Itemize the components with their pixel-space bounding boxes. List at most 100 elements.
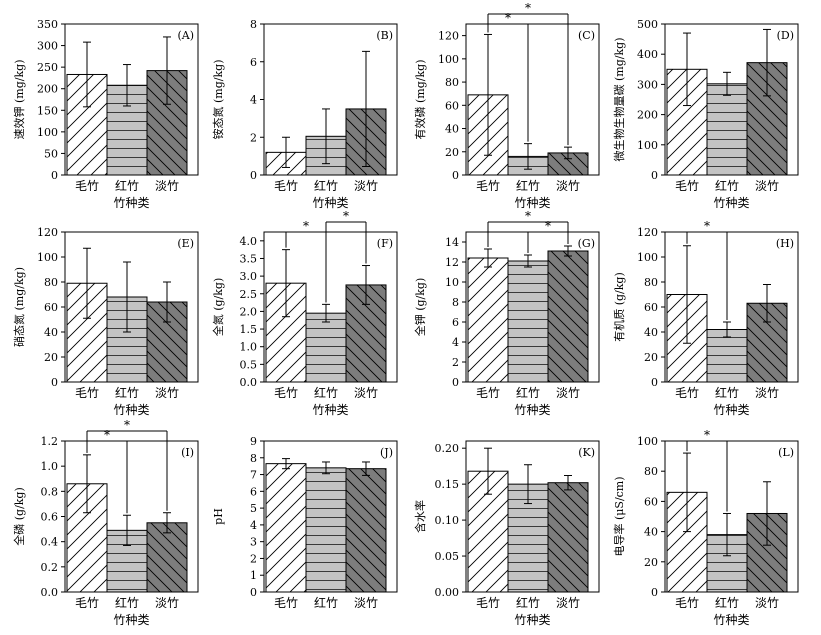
panel-label: (H) xyxy=(776,237,794,250)
category-label: 淡竹 xyxy=(556,386,580,400)
category-label: 毛竹 xyxy=(675,596,699,610)
category-label: 红竹 xyxy=(516,178,540,193)
category-label: 毛竹 xyxy=(274,386,298,400)
category-label: 淡竹 xyxy=(155,179,179,193)
category-label: 红竹 xyxy=(715,595,739,610)
y-tick-label: 0 xyxy=(651,586,658,599)
y-tick-label: 0.8 xyxy=(41,485,59,498)
x-axis-label: 竹种类 xyxy=(113,196,149,210)
y-tick-label: 3.5 xyxy=(240,252,258,265)
significance-label: * xyxy=(525,1,531,15)
y-tick-label: 80 xyxy=(644,465,658,478)
y-axis-label: 微生物生物量碳 (mg/kg) xyxy=(612,38,626,162)
panel-label: (D) xyxy=(777,29,794,42)
y-tick-label: 10 xyxy=(445,276,459,289)
panel-label: (J) xyxy=(380,446,393,459)
y-tick-label: 9 xyxy=(250,435,257,448)
category-label: 红竹 xyxy=(314,595,338,610)
panel-label: (F) xyxy=(377,237,393,250)
category-label: 淡竹 xyxy=(755,596,779,610)
y-tick-label: 0 xyxy=(452,376,459,389)
y-axis-label: 有机质 (g/kg) xyxy=(612,272,626,342)
category-label: 淡竹 xyxy=(155,386,179,400)
x-axis-label: 竹种类 xyxy=(312,196,348,210)
category-label: 毛竹 xyxy=(75,596,99,610)
significance-label: * xyxy=(704,219,710,233)
category-label: 淡竹 xyxy=(556,179,580,193)
y-tick-label: 0.20 xyxy=(435,442,460,455)
y-tick-label: 4 xyxy=(250,519,257,532)
y-tick-label: 0.05 xyxy=(435,550,460,563)
bar-毛竹 xyxy=(467,257,509,383)
y-tick-label: 0.0 xyxy=(240,376,258,389)
plot-frame xyxy=(664,440,799,593)
significance-label: * xyxy=(704,428,710,442)
x-axis-label: 竹种类 xyxy=(514,403,550,417)
y-tick-label: 250 xyxy=(37,61,58,74)
y-tick-label: 0.10 xyxy=(435,514,460,527)
category-label: 毛竹 xyxy=(476,179,500,193)
category-label: 毛竹 xyxy=(274,596,298,610)
y-axis-label: 速效钾 (mg/kg) xyxy=(12,60,26,140)
x-axis-label: 竹种类 xyxy=(113,403,149,417)
y-tick-label: 500 xyxy=(637,18,658,31)
y-tick-label: 6 xyxy=(452,316,459,329)
y-tick-label: 1 xyxy=(250,569,257,582)
y-tick-label: 350 xyxy=(37,18,58,31)
y-tick-label: 0 xyxy=(651,376,658,389)
plot-frame xyxy=(64,23,199,176)
x-axis-label: 竹种类 xyxy=(113,613,149,627)
y-tick-label: 4 xyxy=(250,94,257,107)
panel-label: (E) xyxy=(177,237,194,250)
category-label: 淡竹 xyxy=(155,596,179,610)
y-tick-label: 100 xyxy=(37,126,58,139)
category-label: 毛竹 xyxy=(476,596,500,610)
y-tick-label: 2.5 xyxy=(240,288,258,301)
y-tick-label: 100 xyxy=(637,251,658,264)
bar-红竹 xyxy=(305,312,347,383)
x-axis-label: 竹种类 xyxy=(514,196,550,210)
y-tick-label: 0 xyxy=(452,169,459,182)
panel-label: (B) xyxy=(376,29,393,42)
y-tick-label: 80 xyxy=(44,276,58,289)
category-label: 毛竹 xyxy=(75,386,99,400)
plot-frame xyxy=(465,23,600,176)
y-tick-label: 40 xyxy=(644,326,658,339)
category-label: 红竹 xyxy=(715,385,739,400)
y-tick-label: 0.0 xyxy=(41,586,59,599)
y-tick-label: 100 xyxy=(637,435,658,448)
y-axis-label: 全钾 (g/kg) xyxy=(413,278,427,337)
panel-label: (G) xyxy=(578,237,595,250)
y-tick-label: 0 xyxy=(51,376,58,389)
category-label: 红竹 xyxy=(516,385,540,400)
y-tick-label: 8 xyxy=(452,296,459,309)
category-label: 红竹 xyxy=(115,595,139,610)
y-tick-label: 40 xyxy=(44,326,58,339)
significance-label: * xyxy=(343,209,349,223)
y-tick-label: 60 xyxy=(44,301,58,314)
category-label: 淡竹 xyxy=(556,596,580,610)
y-tick-label: 0.5 xyxy=(240,358,258,371)
category-label: 红竹 xyxy=(115,385,139,400)
plot-frame xyxy=(263,23,398,176)
y-tick-label: 0.2 xyxy=(41,561,59,574)
y-tick-label: 0.6 xyxy=(41,511,59,524)
significance-label: * xyxy=(525,209,531,223)
y-axis-label: pH xyxy=(212,508,225,525)
x-axis-label: 竹种类 xyxy=(713,403,749,417)
plot-frame xyxy=(64,231,199,383)
y-tick-label: 50 xyxy=(44,147,58,160)
bar-红竹 xyxy=(706,83,748,176)
y-tick-label: 6 xyxy=(250,485,257,498)
bar-淡竹 xyxy=(547,250,589,383)
y-tick-label: 150 xyxy=(37,104,58,117)
y-tick-label: 100 xyxy=(37,251,58,264)
